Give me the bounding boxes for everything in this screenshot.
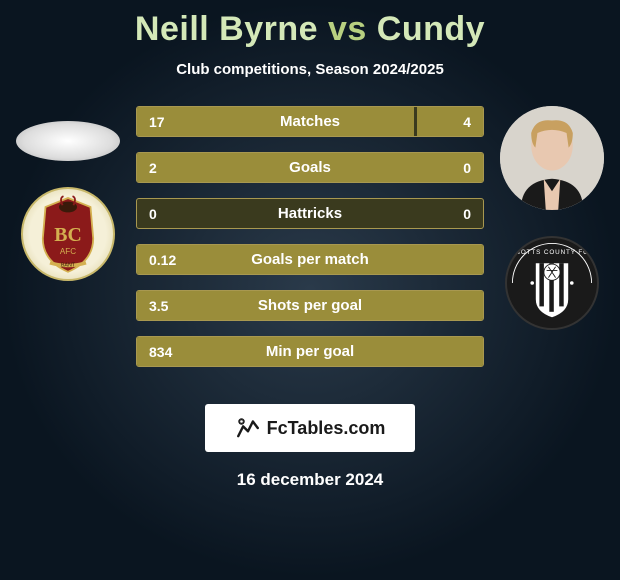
bradford-badge-icon: BC AFC BANT <box>23 189 113 279</box>
stat-row: 17Matches4 <box>136 106 484 137</box>
stat-label: Goals <box>137 153 483 182</box>
stat-label: Hattricks <box>137 199 483 228</box>
svg-text:NOTTS COUNTY FC: NOTTS COUNTY FC <box>515 249 588 256</box>
stat-row: 3.5Shots per goal <box>136 290 484 321</box>
player1-club-badge: BC AFC BANT <box>21 187 115 281</box>
stat-label: Matches <box>137 107 483 136</box>
svg-text:BC: BC <box>54 224 81 246</box>
stat-label: Shots per goal <box>137 291 483 320</box>
date-text: 16 december 2024 <box>0 470 620 490</box>
subtitle: Club competitions, Season 2024/2025 <box>0 61 620 78</box>
comparison-title: Neill Byrne vs Cundy <box>0 0 620 49</box>
player2-photo <box>500 106 604 210</box>
player1-photo <box>16 121 120 161</box>
fctables-text: FcTables.com <box>267 418 386 439</box>
stat-row: 834Min per goal <box>136 336 484 367</box>
svg-text:AFC: AFC <box>60 247 76 256</box>
fctables-logo[interactable]: FcTables.com <box>205 404 415 452</box>
stats-list: 17Matches42Goals00Hattricks00.12Goals pe… <box>136 106 484 367</box>
stat-label: Min per goal <box>137 337 483 366</box>
player1-name: Neill Byrne <box>135 10 318 48</box>
player1-column: BC AFC BANT <box>8 106 128 281</box>
stat-value-right: 0 <box>463 153 471 182</box>
player2-column: NOTTS COUNTY FC <box>492 106 612 330</box>
comparison-content: BC AFC BANT NOTTS COUNTY FC <box>0 106 620 386</box>
stat-value-right: 0 <box>463 199 471 228</box>
stat-row: 2Goals0 <box>136 152 484 183</box>
player2-club-badge: NOTTS COUNTY FC <box>505 236 599 330</box>
vs-text: vs <box>328 10 367 48</box>
stat-value-right: 4 <box>463 107 471 136</box>
fctables-icon <box>235 415 261 441</box>
svg-text:BANT: BANT <box>61 262 76 268</box>
stat-label: Goals per match <box>137 245 483 274</box>
player2-name: Cundy <box>377 10 485 48</box>
notts-county-badge-icon: NOTTS COUNTY FC <box>507 238 597 328</box>
stat-row: 0.12Goals per match <box>136 244 484 275</box>
stat-row: 0Hattricks0 <box>136 198 484 229</box>
